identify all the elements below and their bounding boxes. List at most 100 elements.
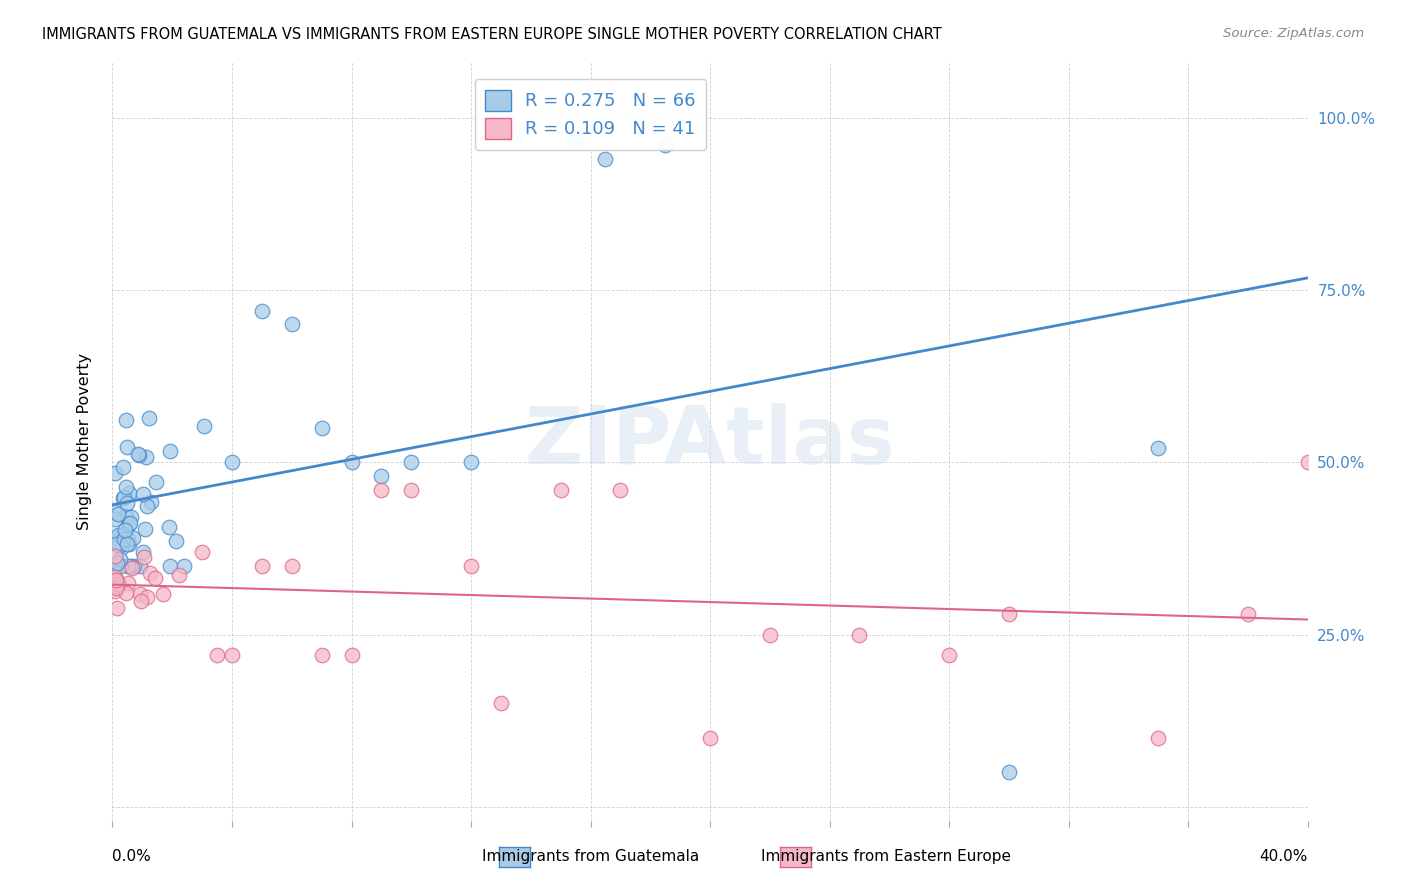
- Point: [128, 448, 150, 462]
- Point: [115, 509, 138, 524]
- Text: Immigrants from Guatemala: Immigrants from Guatemala: [482, 849, 699, 863]
- Point: [1147, 442, 1170, 456]
- Point: [759, 627, 782, 641]
- Point: [112, 532, 135, 546]
- Point: [311, 648, 333, 663]
- Point: [401, 483, 423, 497]
- Point: [104, 584, 127, 599]
- Point: [104, 579, 127, 593]
- Point: [311, 421, 333, 435]
- Point: [1147, 731, 1170, 745]
- Point: [699, 731, 721, 745]
- Point: [112, 527, 135, 541]
- Point: [117, 558, 139, 573]
- Point: [205, 648, 228, 663]
- Point: [124, 558, 146, 573]
- Point: [157, 520, 180, 534]
- Point: [105, 556, 128, 570]
- Point: [120, 516, 142, 531]
- Text: Immigrants from Eastern Europe: Immigrants from Eastern Europe: [761, 849, 1011, 863]
- Point: [340, 455, 363, 469]
- Point: [281, 558, 304, 573]
- Point: [112, 491, 135, 505]
- Point: [107, 508, 129, 522]
- Text: Source: ZipAtlas.com: Source: ZipAtlas.com: [1223, 27, 1364, 40]
- Point: [128, 558, 150, 573]
- Point: [191, 545, 214, 559]
- Point: [117, 486, 139, 500]
- Point: [107, 538, 129, 552]
- Point: [401, 455, 423, 469]
- Point: [460, 455, 482, 469]
- Point: [107, 528, 129, 542]
- Point: [370, 483, 392, 497]
- Point: [370, 469, 392, 483]
- Point: [115, 536, 138, 550]
- Point: [159, 558, 181, 573]
- Point: [595, 152, 617, 166]
- Point: [114, 480, 136, 494]
- Point: [135, 450, 157, 465]
- Point: [564, 131, 586, 145]
- Point: [134, 522, 156, 536]
- Point: [250, 558, 273, 573]
- Point: [152, 587, 174, 601]
- Point: [132, 487, 155, 501]
- Point: [128, 587, 150, 601]
- Point: [609, 483, 631, 497]
- Point: [1296, 455, 1319, 469]
- Point: [121, 531, 143, 545]
- Point: [132, 545, 155, 559]
- Text: 40.0%: 40.0%: [1260, 849, 1308, 863]
- Point: [159, 444, 181, 458]
- Point: [136, 500, 159, 514]
- Text: ZIPAtlas: ZIPAtlas: [524, 402, 896, 481]
- Point: [118, 516, 141, 531]
- Point: [136, 591, 159, 605]
- Point: [115, 440, 138, 454]
- Text: 0.0%: 0.0%: [112, 849, 152, 863]
- Point: [105, 574, 128, 588]
- Point: [139, 566, 162, 580]
- Point: [120, 510, 142, 524]
- Point: [105, 573, 128, 587]
- Point: [104, 505, 127, 519]
- Text: IMMIGRANTS FROM GUATEMALA VS IMMIGRANTS FROM EASTERN EUROPE SINGLE MOTHER POVERT: IMMIGRANTS FROM GUATEMALA VS IMMIGRANTS …: [42, 27, 942, 42]
- Point: [141, 494, 163, 508]
- Point: [166, 533, 188, 548]
- Point: [127, 447, 149, 461]
- Point: [138, 410, 160, 425]
- Point: [1237, 607, 1260, 621]
- Point: [848, 627, 870, 641]
- Point: [550, 483, 572, 497]
- Point: [460, 558, 482, 573]
- Point: [281, 318, 304, 332]
- Point: [121, 561, 143, 575]
- Point: [132, 549, 155, 564]
- Point: [115, 586, 138, 600]
- Point: [104, 466, 127, 480]
- Point: [145, 571, 167, 585]
- Point: [110, 541, 132, 555]
- Point: [505, 128, 527, 142]
- Point: [129, 594, 152, 608]
- Point: [104, 558, 127, 573]
- Point: [117, 533, 139, 547]
- Point: [108, 551, 131, 566]
- Point: [193, 419, 215, 434]
- Point: [104, 511, 127, 525]
- Point: [112, 491, 135, 505]
- Point: [221, 648, 243, 663]
- Point: [104, 549, 127, 564]
- Point: [121, 558, 143, 573]
- Point: [167, 568, 190, 582]
- Point: [104, 537, 127, 551]
- Point: [115, 495, 138, 509]
- Point: [998, 607, 1021, 621]
- Point: [221, 455, 243, 469]
- Point: [145, 475, 167, 489]
- Legend: R = 0.275   N = 66, R = 0.109   N = 41: R = 0.275 N = 66, R = 0.109 N = 41: [475, 79, 706, 150]
- Point: [114, 413, 136, 427]
- Point: [110, 558, 132, 573]
- Point: [104, 569, 127, 583]
